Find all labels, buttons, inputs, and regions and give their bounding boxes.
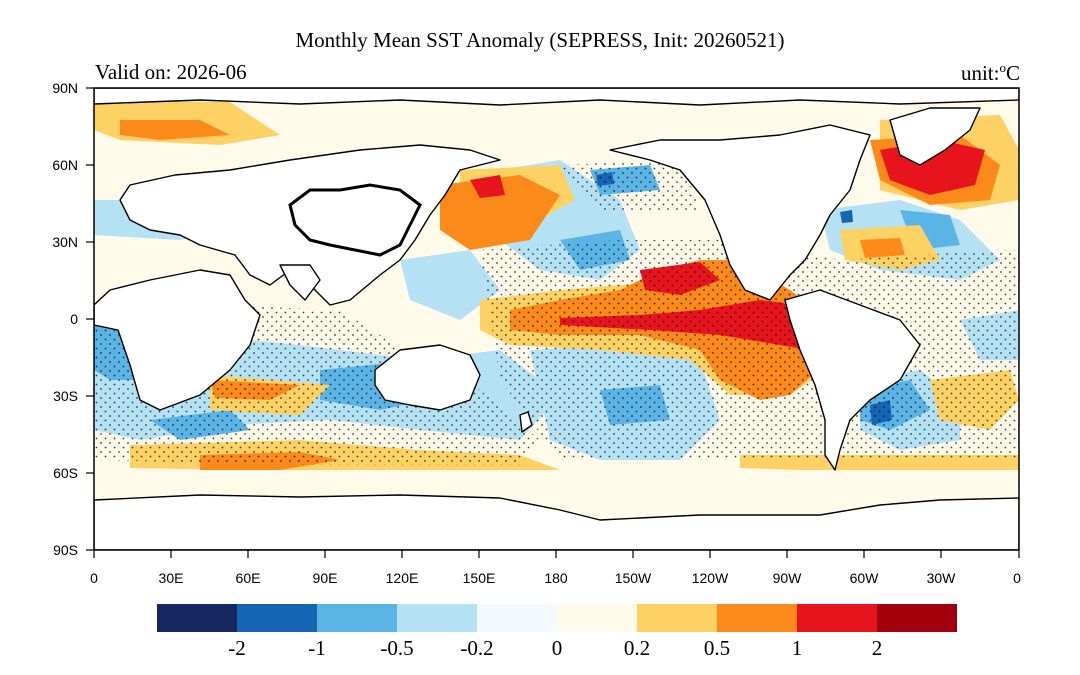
lon-label-120e: 120E bbox=[385, 570, 419, 586]
africa-landmass bbox=[94, 269, 261, 411]
land-masses bbox=[94, 88, 1019, 550]
lon-label-0-east: 0 bbox=[1013, 570, 1021, 586]
australia-landmass bbox=[374, 344, 481, 411]
lon-tick-marks bbox=[93, 550, 1020, 558]
china-border-outline bbox=[288, 183, 422, 257]
lon-label-90w: 90W bbox=[772, 570, 802, 586]
colorbar-box bbox=[877, 604, 957, 632]
lon-label-150e: 150E bbox=[462, 570, 496, 586]
lat-label-30s: 30S bbox=[53, 388, 78, 404]
lat-tick-marks bbox=[86, 87, 94, 551]
colorbar-box bbox=[717, 604, 797, 632]
lon-label-180: 180 bbox=[544, 570, 568, 586]
colorbar-label: -0.5 bbox=[380, 636, 414, 660]
colorbar-box bbox=[397, 604, 477, 632]
colorbar-label: -0.2 bbox=[460, 636, 494, 660]
degree-symbol: o bbox=[999, 60, 1006, 75]
lon-label-150w: 150W bbox=[614, 570, 652, 586]
eurasia-landmass bbox=[119, 144, 501, 306]
north-america-landmass bbox=[609, 124, 871, 301]
colorbar-label: 1 bbox=[791, 636, 803, 660]
greenland-landmass bbox=[889, 107, 981, 166]
lon-label-30w: 30W bbox=[926, 570, 956, 586]
lon-label-30e: 30E bbox=[158, 570, 184, 586]
colorbar-label: 0.2 bbox=[623, 636, 651, 660]
colorbar-box bbox=[477, 604, 557, 632]
south-america-landmass bbox=[784, 289, 921, 471]
colorbar-label: 0.5 bbox=[703, 636, 731, 660]
new-zealand-landmass bbox=[519, 411, 533, 433]
anomaly-field bbox=[94, 88, 1019, 550]
lon-label-120w: 120W bbox=[691, 570, 729, 586]
colorbar-label: -1 bbox=[308, 636, 326, 660]
lat-label-90n: 90N bbox=[52, 80, 78, 96]
india-landmass bbox=[279, 264, 321, 301]
colorbar-box bbox=[637, 604, 717, 632]
lon-label-0: 0 bbox=[90, 570, 98, 586]
unit-label: unit:oC bbox=[961, 60, 1020, 86]
lat-label-30n: 30N bbox=[52, 234, 78, 250]
lat-label-90s: 90S bbox=[53, 542, 78, 558]
colorbar-label: 2 bbox=[871, 636, 883, 660]
valid-date-label: Valid on: 2026-06 bbox=[95, 60, 247, 84]
colorbar-label: -2 bbox=[228, 636, 246, 660]
colorbar-box bbox=[557, 604, 637, 632]
antarctica-landmass bbox=[94, 494, 1019, 550]
unit-prefix: unit: bbox=[960, 61, 1000, 85]
unit-symbol: C bbox=[1005, 61, 1020, 85]
colorbar-box bbox=[237, 604, 317, 632]
lat-label-60n: 60N bbox=[52, 157, 78, 173]
map-title: Monthly Mean SST Anomaly (SEPRESS, Init:… bbox=[295, 28, 785, 52]
arctic-landmass bbox=[94, 88, 1019, 106]
lon-label-60e: 60E bbox=[235, 570, 261, 586]
colorbar-box bbox=[157, 604, 237, 632]
lon-label-90e: 90E bbox=[312, 570, 338, 586]
colorbar-label: 0 bbox=[551, 636, 563, 660]
colorbar bbox=[157, 604, 957, 632]
lat-label-equator: 0 bbox=[70, 311, 78, 327]
colorbar-box bbox=[797, 604, 877, 632]
colorbar-box bbox=[317, 604, 397, 632]
lat-label-60s: 60S bbox=[53, 465, 78, 481]
lon-label-60w: 60W bbox=[849, 570, 879, 586]
